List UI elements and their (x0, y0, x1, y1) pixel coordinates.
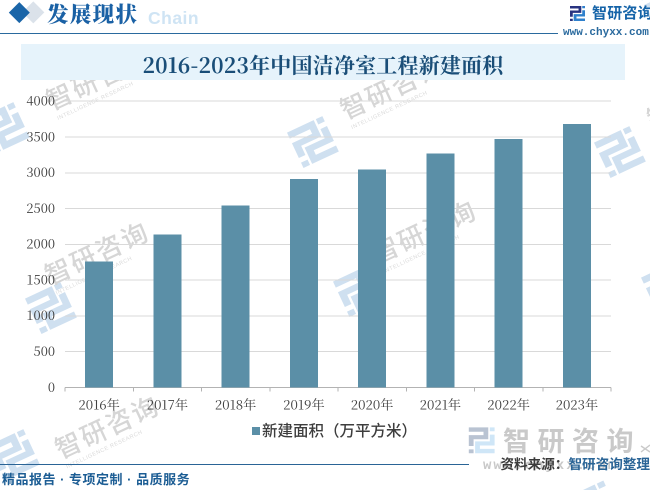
svg-text:500: 500 (34, 341, 55, 360)
svg-text:1500: 1500 (26, 269, 55, 288)
svg-text:2023年: 2023年 (556, 395, 599, 414)
svg-text:www.chyxx.com: www.chyxx.com (483, 458, 618, 474)
svg-text:1000: 1000 (26, 305, 55, 324)
svg-text:2016年: 2016年 (78, 395, 119, 414)
svg-text:2017年: 2017年 (147, 395, 188, 414)
svg-text:2020年: 2020年 (351, 395, 394, 414)
svg-text:0: 0 (48, 377, 55, 396)
svg-text:2021年: 2021年 (420, 395, 461, 414)
svg-text:3500: 3500 (26, 126, 55, 145)
svg-text:2022年: 2022年 (487, 395, 530, 414)
svg-text:智研咨询: 智研咨询 (503, 420, 641, 459)
svg-text:3000: 3000 (26, 162, 55, 181)
svg-text:2018年: 2018年 (215, 395, 256, 414)
svg-text:2019年: 2019年 (283, 395, 325, 414)
svg-text:2500: 2500 (26, 198, 55, 217)
svg-text:4000: 4000 (26, 91, 55, 110)
svg-text:2000: 2000 (26, 234, 55, 253)
